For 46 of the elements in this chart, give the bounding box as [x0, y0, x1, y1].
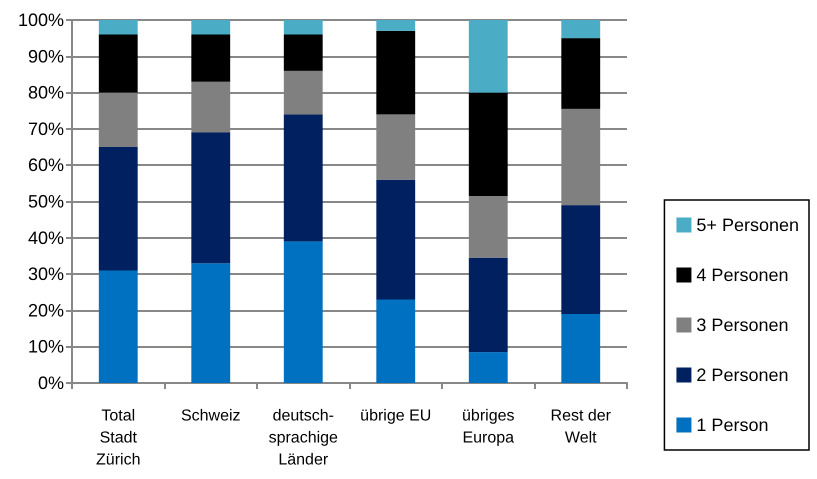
y-tick-label: 10% [28, 336, 64, 357]
bar [561, 38, 600, 109]
y-tick-label: 50% [28, 192, 64, 212]
bar [191, 132, 230, 264]
legend-label: 3 Personen [696, 315, 788, 335]
bar [468, 20, 508, 93]
y-tick-label: 100% [18, 10, 64, 30]
x-tick-label: übrige EU [360, 408, 432, 424]
x-tick-label: Schweiz [180, 408, 241, 424]
bar [98, 270, 138, 383]
bar [468, 92, 508, 196]
bar [284, 34, 323, 71]
legend-label: 5+ Personen [696, 215, 799, 235]
y-tick-label: 60% [28, 155, 64, 176]
x-tick-label: Total Stadt Zürich [96, 408, 140, 468]
y-tick-label: 0% [38, 373, 64, 393]
bar [98, 147, 138, 270]
legend-label: 1 Person [696, 415, 768, 435]
y-tick-label: 20% [28, 300, 64, 320]
bar [98, 20, 138, 35]
bar [561, 314, 600, 383]
y-tick-label: 70% [28, 118, 64, 139]
bar [284, 241, 323, 383]
y-tick-label: 30% [28, 264, 64, 284]
bar [561, 20, 600, 38]
bar [376, 30, 416, 114]
y-tick-label: 80% [28, 82, 64, 103]
bar [191, 263, 230, 383]
bar [191, 20, 230, 35]
y-tick-label: 40% [28, 228, 64, 248]
bar [561, 205, 600, 314]
bar [468, 258, 508, 352]
x-tick-label: übriges Europa [462, 408, 514, 446]
bar [468, 352, 508, 383]
bar [376, 20, 416, 31]
bar [376, 180, 416, 300]
legend-label: 2 Personen [696, 365, 788, 385]
legend-label: 4 Personen [696, 265, 788, 285]
x-tick-label: deutsch-sprachige Länder [268, 408, 338, 468]
bar [191, 34, 230, 82]
y-tick-label: 90% [28, 46, 64, 66]
bar [376, 300, 416, 383]
bar [284, 114, 323, 242]
bar [98, 34, 138, 93]
bar [284, 20, 323, 35]
x-tick-label: Rest der Welt [550, 408, 612, 446]
